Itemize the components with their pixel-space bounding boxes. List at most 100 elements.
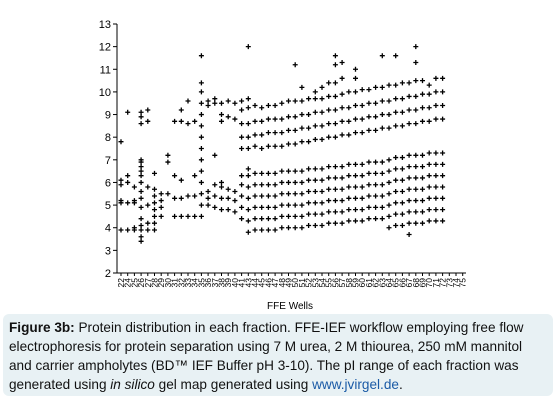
- data-point: [259, 193, 265, 199]
- y-tick-label: 6: [105, 177, 111, 189]
- data-point: [152, 213, 157, 219]
- x-tick-label: 29: [156, 278, 166, 288]
- data-point: [359, 130, 365, 136]
- data-point: [440, 116, 446, 122]
- data-point: [198, 134, 204, 140]
- data-point: [332, 107, 338, 113]
- data-point: [286, 141, 291, 147]
- data-point: [252, 143, 258, 149]
- data-point: [232, 100, 238, 106]
- data-point: [165, 152, 171, 158]
- data-point: [279, 168, 285, 174]
- data-point: [145, 184, 151, 190]
- data-point: [319, 123, 325, 129]
- data-point: [219, 195, 224, 201]
- data-point: [259, 105, 265, 111]
- data-point: [420, 105, 425, 111]
- x-tick-label: 32: [176, 278, 186, 288]
- data-point: [178, 118, 184, 124]
- data-point: [353, 207, 358, 213]
- data-point: [299, 225, 305, 231]
- data-point: [205, 195, 211, 201]
- data-point: [359, 195, 365, 201]
- data-point: [433, 161, 439, 167]
- data-point: [286, 213, 291, 219]
- data-point: [319, 200, 325, 206]
- data-point: [198, 157, 204, 163]
- data-point: [239, 107, 245, 113]
- data-point: [366, 182, 372, 188]
- data-point: [279, 130, 285, 136]
- data-point: [413, 186, 419, 192]
- x-tick-label: 51: [297, 278, 307, 288]
- x-tick-label: 38: [217, 278, 227, 288]
- data-point: [118, 227, 124, 233]
- data-point: [312, 96, 318, 102]
- x-tick-label: 57: [337, 278, 347, 288]
- data-point: [312, 109, 318, 115]
- data-point: [346, 173, 352, 179]
- data-point: [178, 107, 184, 113]
- data-point: [379, 216, 385, 222]
- y-tick-label: 7: [105, 155, 111, 167]
- data-point: [319, 189, 325, 195]
- data-point: [426, 161, 432, 167]
- data-point: [373, 170, 379, 176]
- data-point: [426, 91, 432, 97]
- data-point: [399, 189, 405, 195]
- data-points: [118, 44, 446, 244]
- data-point: [178, 177, 184, 183]
- data-point: [306, 222, 312, 228]
- data-point: [406, 121, 412, 127]
- x-tick-label: 58: [344, 278, 354, 288]
- data-point: [239, 173, 245, 179]
- data-point: [406, 232, 412, 238]
- data-point: [219, 118, 224, 124]
- data-point: [232, 116, 238, 122]
- data-point: [413, 121, 419, 127]
- data-point: [413, 59, 419, 65]
- data-point: [232, 209, 238, 215]
- data-point: [172, 173, 178, 179]
- data-point: [413, 107, 419, 113]
- data-point: [346, 218, 352, 224]
- data-point: [420, 164, 425, 170]
- data-point: [138, 157, 144, 163]
- data-point: [332, 209, 338, 215]
- data-point: [299, 84, 305, 90]
- data-point: [319, 109, 325, 115]
- data-point: [440, 184, 446, 190]
- data-point: [125, 173, 131, 179]
- x-tick-label: 25: [129, 278, 139, 288]
- data-point: [239, 216, 245, 222]
- data-point: [265, 170, 271, 176]
- data-point: [339, 198, 345, 204]
- x-tick-label: 26: [136, 278, 146, 288]
- data-point: [178, 213, 184, 219]
- caption-link[interactable]: www.jvirgel.de: [312, 377, 399, 392]
- y-tick-label: 9: [105, 110, 111, 122]
- x-tick-label: 39: [223, 278, 233, 288]
- data-point: [433, 195, 439, 201]
- data-point: [346, 105, 352, 111]
- data-point: [259, 227, 265, 233]
- x-tick-label: 69: [418, 278, 428, 288]
- data-point: [198, 168, 204, 174]
- data-point: [379, 204, 385, 210]
- data-point: [326, 175, 332, 181]
- data-point: [373, 216, 379, 222]
- data-point: [399, 177, 405, 183]
- data-point: [366, 159, 372, 165]
- data-point: [440, 195, 446, 201]
- x-tick-label: 75: [458, 278, 468, 288]
- data-point: [433, 218, 439, 224]
- data-point: [306, 96, 312, 102]
- data-point: [306, 125, 312, 131]
- data-point: [272, 102, 278, 108]
- data-point: [138, 195, 144, 201]
- x-tick-label: 44: [250, 278, 260, 288]
- data-point: [172, 118, 178, 124]
- data-point: [426, 195, 432, 201]
- data-point: [319, 166, 325, 172]
- y-tick-label: 4: [105, 223, 111, 235]
